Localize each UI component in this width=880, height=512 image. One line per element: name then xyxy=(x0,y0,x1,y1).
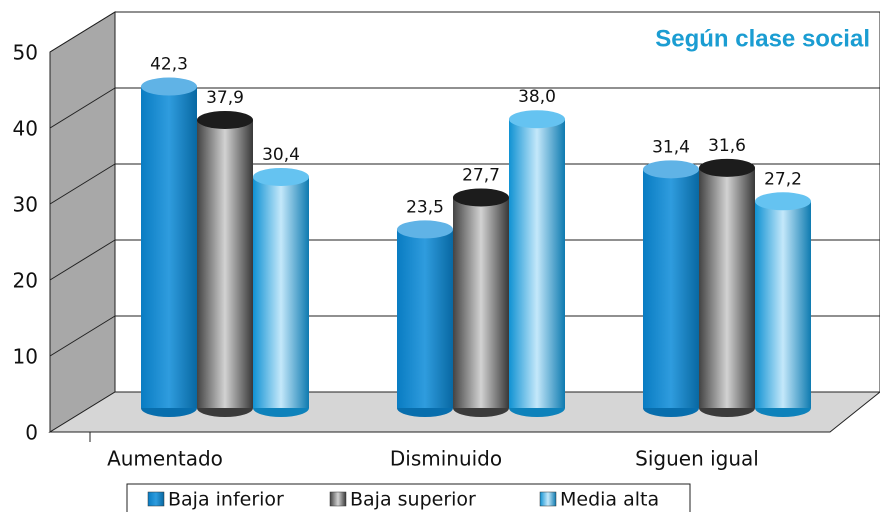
bar xyxy=(509,110,565,417)
cylinder-top xyxy=(509,110,565,129)
legend-label: Media alta xyxy=(560,489,659,511)
bar xyxy=(643,160,699,417)
side-wall xyxy=(49,11,116,433)
value-label: 31,4 xyxy=(652,137,690,157)
value-label: 23,5 xyxy=(406,197,444,217)
cylinder-body xyxy=(397,229,453,408)
bar xyxy=(699,158,755,417)
cylinder-body xyxy=(699,167,755,408)
grid-line xyxy=(49,87,116,129)
legend-swatch xyxy=(329,491,347,507)
bar xyxy=(755,192,811,417)
x-tick-label: Siguen igual xyxy=(635,447,759,471)
cylinder-top xyxy=(643,160,699,179)
bar xyxy=(253,167,309,417)
value-label: 42,3 xyxy=(150,55,188,75)
grid-line xyxy=(49,11,116,53)
bar xyxy=(141,77,197,417)
y-tick-label: 40 xyxy=(13,117,38,141)
value-label: 31,6 xyxy=(708,136,746,156)
grid-line xyxy=(49,315,116,357)
legend-swatch xyxy=(147,491,165,507)
cylinder-body xyxy=(253,176,309,408)
cylinder-top xyxy=(397,220,453,239)
y-tick-label: 50 xyxy=(13,41,38,65)
cylinder-top xyxy=(699,158,755,177)
cylinder-top xyxy=(141,77,197,96)
bar xyxy=(453,188,509,417)
cylinder-top xyxy=(253,167,309,186)
x-tick-label: Aumentado xyxy=(107,447,223,471)
y-tick-label: 20 xyxy=(13,269,38,293)
y-tick-label: 30 xyxy=(13,193,38,217)
x-tick-label: Disminuido xyxy=(390,447,502,471)
value-label: 38,0 xyxy=(518,87,556,107)
bar xyxy=(197,110,253,417)
y-tick-label: 0 xyxy=(25,421,38,445)
value-label: 27,7 xyxy=(462,165,500,185)
y-tick-label: 10 xyxy=(13,345,38,369)
cylinder-body xyxy=(197,119,253,409)
chart-title: Según clase social xyxy=(655,25,870,52)
value-label: 30,4 xyxy=(262,145,300,165)
cylinder-top xyxy=(197,110,253,129)
legend-swatch xyxy=(539,491,557,507)
legend xyxy=(126,483,691,512)
cylinder-body xyxy=(643,169,699,408)
value-label: 37,9 xyxy=(206,88,244,108)
legend-label: Baja inferior xyxy=(168,489,284,511)
cylinder-body xyxy=(141,86,197,409)
grid-line xyxy=(49,163,116,205)
legend-label: Baja superior xyxy=(350,489,476,511)
cylinder-body xyxy=(755,201,811,408)
grid-line xyxy=(49,239,116,281)
value-label: 27,2 xyxy=(764,169,802,189)
cylinder-top xyxy=(755,192,811,211)
cylinder-top xyxy=(453,188,509,207)
cylinder-body xyxy=(509,119,565,408)
bar xyxy=(397,220,453,417)
cylinder-body xyxy=(453,197,509,408)
